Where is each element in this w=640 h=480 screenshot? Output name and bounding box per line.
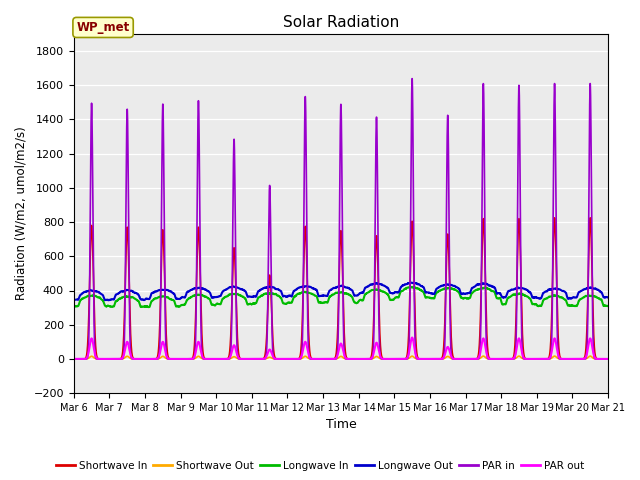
X-axis label: Time: Time <box>326 419 356 432</box>
Legend: Shortwave In, Shortwave Out, Longwave In, Longwave Out, PAR in, PAR out: Shortwave In, Shortwave Out, Longwave In… <box>52 456 588 475</box>
Text: WP_met: WP_met <box>76 21 130 34</box>
Y-axis label: Radiation (W/m2, umol/m2/s): Radiation (W/m2, umol/m2/s) <box>15 127 28 300</box>
Title: Solar Radiation: Solar Radiation <box>283 15 399 30</box>
